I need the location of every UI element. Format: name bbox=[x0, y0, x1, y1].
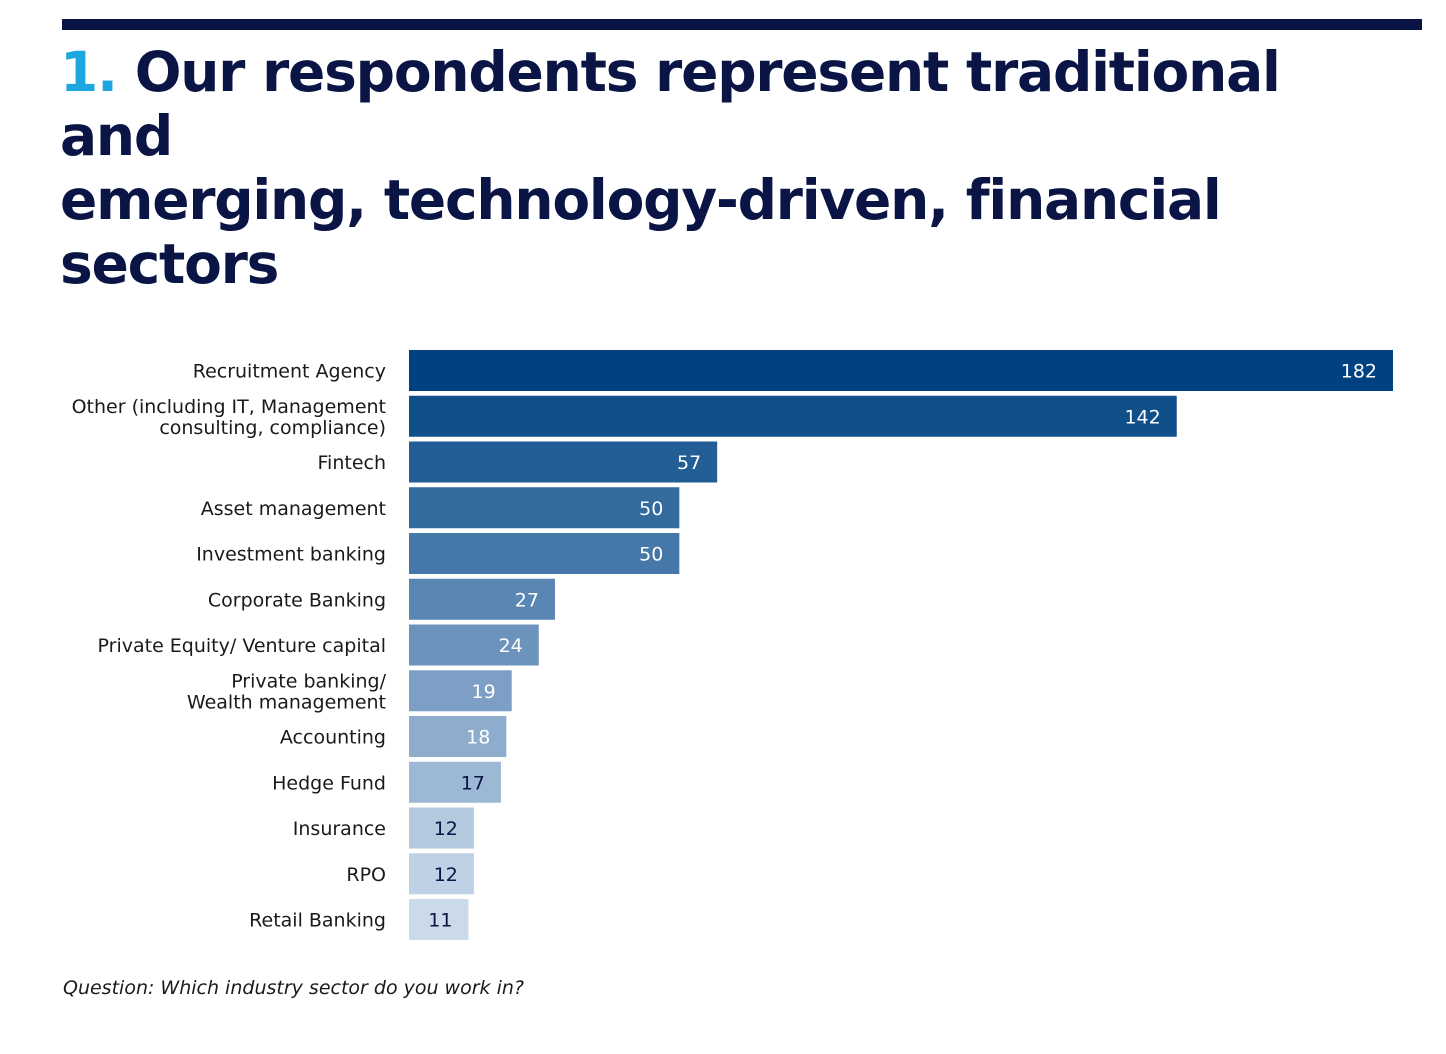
category-label-other-including-it-management-consulting-compliance-line-1: Other (including IT, Management bbox=[72, 396, 386, 418]
bar-recruitment-agency bbox=[409, 350, 1393, 391]
bar-private-equity-venture-capital bbox=[409, 624, 539, 666]
category-label-hedge-fund: Hedge Fund bbox=[272, 772, 386, 794]
category-label-asset-management: Asset management bbox=[201, 498, 386, 520]
bar-insurance bbox=[409, 807, 474, 849]
category-label-fintech: Fintech bbox=[318, 452, 387, 474]
category-label-accounting: Accounting bbox=[280, 727, 386, 749]
category-label-rpo: RPO bbox=[346, 864, 386, 886]
category-label-private-banking-wealth-management-line-1: Private banking/ bbox=[231, 670, 386, 692]
value-label-other-including-it-management-consulting-compliance: 142 bbox=[1124, 406, 1160, 428]
value-label-recruitment-agency: 182 bbox=[1341, 361, 1377, 383]
category-label-insurance: Insurance bbox=[293, 818, 386, 840]
value-label-private-banking-wealth-management: 19 bbox=[472, 681, 496, 703]
value-label-private-equity-venture-capital: 24 bbox=[499, 635, 523, 657]
bar-hedge-fund bbox=[409, 761, 501, 803]
section-number: 1. bbox=[60, 40, 118, 104]
value-label-asset-management: 50 bbox=[639, 498, 663, 520]
page-title: 1. Our respondents represent traditional… bbox=[60, 40, 1400, 296]
bar-retail-banking bbox=[409, 899, 469, 940]
bar-rpo bbox=[409, 853, 474, 895]
bar-corporate-banking bbox=[409, 578, 555, 620]
title-line-1: Our respondents represent traditional an… bbox=[60, 40, 1281, 168]
title-line-2: emerging, technology-driven, financial s… bbox=[60, 168, 1222, 296]
value-label-corporate-banking: 27 bbox=[515, 589, 539, 611]
bar-private-banking-wealth-management bbox=[409, 670, 512, 712]
value-label-accounting: 18 bbox=[466, 727, 490, 749]
value-label-insurance: 12 bbox=[434, 818, 458, 840]
value-label-hedge-fund: 17 bbox=[461, 772, 485, 794]
bar-investment-banking bbox=[409, 533, 680, 574]
bar-asset-management bbox=[409, 487, 680, 529]
top-rule bbox=[62, 19, 1422, 30]
value-label-retail-banking: 11 bbox=[428, 910, 452, 932]
question-footnote: Question: Which industry sector do you w… bbox=[63, 977, 524, 999]
bar-accounting bbox=[409, 716, 507, 757]
category-label-corporate-banking: Corporate Banking bbox=[208, 589, 386, 611]
category-label-private-banking-wealth-management-line-2: Wealth management bbox=[187, 691, 386, 713]
category-label-other-including-it-management-consulting-compliance-line-2: consulting, compliance) bbox=[159, 417, 386, 439]
category-label-recruitment-agency: Recruitment Agency bbox=[193, 361, 386, 383]
category-label-private-equity-venture-capital: Private Equity/ Venture capital bbox=[98, 635, 386, 657]
category-label-investment-banking: Investment banking bbox=[196, 544, 386, 566]
bar-other-including-it-management-consulting-compliance bbox=[409, 395, 1177, 437]
value-label-fintech: 57 bbox=[677, 452, 701, 474]
value-label-rpo: 12 bbox=[434, 864, 458, 886]
category-label-retail-banking: Retail Banking bbox=[249, 910, 386, 932]
value-label-investment-banking: 50 bbox=[639, 544, 663, 566]
bar-fintech bbox=[409, 441, 718, 483]
